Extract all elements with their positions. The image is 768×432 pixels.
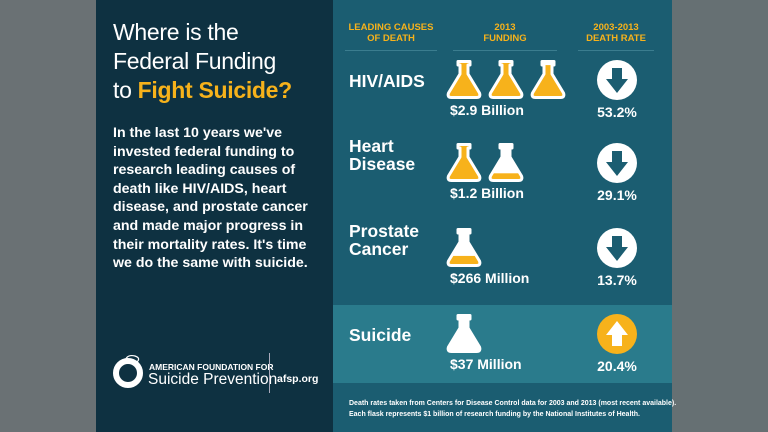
header-rate: 2003-2013 DEATH RATE xyxy=(578,22,654,51)
website-link[interactable]: afsp.org xyxy=(277,373,319,385)
flask-fill xyxy=(448,61,480,98)
footnote-line: Death rates taken from Centers for Disea… xyxy=(349,400,677,407)
header-line: FUNDING xyxy=(483,33,527,44)
flask-icon xyxy=(530,60,566,99)
flask-fill xyxy=(448,144,480,181)
funding-amount: $1.2 Billion xyxy=(450,185,524,201)
logo-text-bottom: Suicide Prevention xyxy=(148,371,278,388)
death-rate-change: 13.7% xyxy=(597,272,637,288)
funding-amount: $2.9 Billion xyxy=(450,102,524,118)
funding-amount: $37 Million xyxy=(450,356,522,372)
footnote-line: Each flask represents $1 billion of rese… xyxy=(349,411,640,418)
logo-divider xyxy=(269,353,270,393)
funding-flasks xyxy=(446,314,482,353)
flask-fill xyxy=(490,173,522,181)
header-cause: LEADING CAUSES OF DEATH xyxy=(345,22,437,51)
cause-line: HIV/AIDS xyxy=(349,71,425,91)
flask-icon xyxy=(446,143,482,182)
funding-amount: $266 Million xyxy=(450,270,530,286)
cause-line: Cancer xyxy=(349,239,409,259)
footnote: Death rates taken from Centers for Disea… xyxy=(349,398,676,420)
arrow-down-icon xyxy=(597,143,637,183)
flask-icon xyxy=(446,228,482,267)
death-rate-change: 53.2% xyxy=(597,104,637,120)
cause-line: Suicide xyxy=(349,325,412,345)
title-line: to xyxy=(113,77,138,103)
lifebuoy-logo-icon xyxy=(113,354,143,388)
background-margin xyxy=(672,0,768,432)
flask-fill xyxy=(490,61,522,98)
title-line: Where is the xyxy=(113,19,239,45)
flask-fill xyxy=(532,65,564,98)
header-line: 2003-2013 xyxy=(593,22,639,33)
arrow-down-icon xyxy=(597,60,637,100)
funding-flasks xyxy=(446,228,482,267)
funding-flasks xyxy=(446,60,566,99)
death-rate-change: 29.1% xyxy=(597,187,637,203)
flask-icon xyxy=(488,143,524,182)
header-line: 2013 xyxy=(494,22,516,33)
flask-icon xyxy=(446,60,482,99)
arrow-down-icon xyxy=(597,228,637,268)
logo-text-top: AMERICAN FOUNDATION FOR xyxy=(149,362,274,372)
cause-label: Suicide xyxy=(349,326,411,344)
title-line: Federal Funding xyxy=(113,48,276,74)
header-line: OF DEATH xyxy=(367,33,415,44)
arrow-up-icon xyxy=(597,314,637,354)
cause-label: Heart Disease xyxy=(349,137,415,173)
cause-line: Disease xyxy=(349,154,416,174)
title-highlight: Fight Suicide? xyxy=(137,77,293,103)
flask-icon xyxy=(488,60,524,99)
intro-panel xyxy=(96,0,333,432)
cause-label: Prostate Cancer xyxy=(349,222,419,258)
flask-fill xyxy=(448,255,480,266)
page-title: Where is the Federal Funding to Fight Su… xyxy=(113,18,292,105)
flask-icon xyxy=(446,314,482,353)
header-line: DEATH RATE xyxy=(586,33,646,44)
cause-label: HIV/AIDS xyxy=(349,72,425,90)
cause-line: Prostate xyxy=(349,221,420,241)
intro-text: In the last 10 years we've invested fede… xyxy=(113,125,308,272)
death-rate-change: 20.4% xyxy=(597,358,637,374)
funding-flasks xyxy=(446,143,524,182)
header-funding: 2013 FUNDING xyxy=(453,22,557,51)
cause-line: Heart xyxy=(349,136,394,156)
header-line: LEADING CAUSES xyxy=(348,22,434,33)
